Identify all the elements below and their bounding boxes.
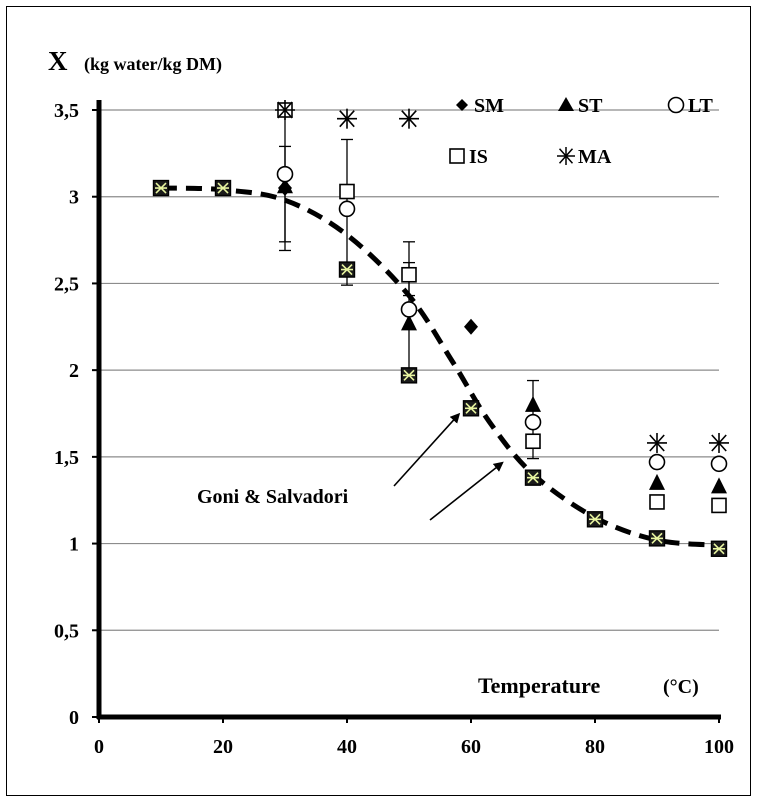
data-point-square-star <box>338 261 356 278</box>
fit-curve-layer <box>160 185 720 548</box>
legend-label: MA <box>578 146 612 168</box>
legend-item: LT <box>667 95 714 117</box>
data-point-square-star <box>648 530 666 547</box>
legend-marker-square <box>449 148 465 164</box>
data-point-square <box>711 497 727 514</box>
data-point-star <box>337 108 357 129</box>
y-tick-label: 1,5 <box>54 447 79 469</box>
y-axis-unit: (kg water/kg DM) <box>84 54 222 75</box>
legend-label: SM <box>474 95 504 117</box>
data-point-star <box>399 108 419 129</box>
data-point-square-star <box>710 540 728 557</box>
axes <box>92 100 721 723</box>
data-point-triangle <box>277 177 293 194</box>
y-tick-label: 0 <box>69 707 79 729</box>
data-point-triangle <box>649 473 665 490</box>
data-point-square <box>649 494 665 510</box>
data-point-triangle <box>711 477 727 494</box>
y-tick-label: 2,5 <box>54 273 79 295</box>
data-point-circle <box>276 165 294 183</box>
legend-label: LT <box>688 95 714 117</box>
data-point-star <box>275 100 295 120</box>
data-point-square-star <box>462 400 480 417</box>
y-tick-label: 1 <box>69 534 79 556</box>
data-point-square-star <box>214 179 232 197</box>
data-point-triangle <box>525 395 541 412</box>
legend-item: ST <box>558 95 603 117</box>
y-tick-label: 2 <box>69 360 79 382</box>
data-point-circle <box>710 455 728 473</box>
legend-label: IS <box>469 146 488 168</box>
data-point-triangle <box>401 314 417 331</box>
x-tick-label: 100 <box>704 736 734 758</box>
data-point-circle <box>524 413 542 431</box>
data-point-circle <box>400 301 418 318</box>
legend-marker-triangle <box>558 97 574 111</box>
data-point-square-star <box>152 179 170 197</box>
data-point-square-star <box>586 511 604 528</box>
chart-frame <box>6 6 751 796</box>
data-point-square <box>401 266 417 283</box>
data-point-square-star <box>400 367 418 384</box>
tick-labels: 0 0,5 1 1,5 2 2,5 3 3,5 0 20 40 60 80 100 <box>54 100 734 758</box>
x-tick-label: 60 <box>461 736 481 758</box>
data-point-diamond <box>464 318 478 335</box>
x-tick-label: 40 <box>337 736 357 758</box>
annotation-label: Goni & Salvadori <box>197 486 349 508</box>
error-bars-layer <box>279 109 539 460</box>
legend-item: SM <box>456 95 504 117</box>
legend-marker-star <box>557 147 575 165</box>
y-tick-label: 3 <box>69 187 79 209</box>
x-axis-label: Temperature <box>478 673 600 698</box>
data-point-circle <box>338 200 356 218</box>
legend-marker-diamond <box>456 99 468 111</box>
data-point-star <box>709 432 729 453</box>
y-axis-symbol: X <box>48 46 68 76</box>
goni-salvadori-fit-curve <box>160 185 720 548</box>
x-tick-label: 0 <box>94 736 104 758</box>
x-tick-label: 20 <box>213 736 233 758</box>
annotation-arrow <box>429 461 504 521</box>
data-markers-layer <box>152 100 729 557</box>
legend-marker-circle <box>667 96 685 114</box>
y-tick-label: 3,5 <box>54 100 79 122</box>
legend-item: IS <box>449 146 488 168</box>
legend: SM ST LT IS MA <box>449 95 714 168</box>
y-tick-label: 0,5 <box>54 620 79 642</box>
x-axis-unit: (°C) <box>663 676 699 698</box>
x-tick-label: 80 <box>585 736 605 758</box>
annotation-arrows <box>393 412 504 521</box>
data-point-square <box>525 433 541 450</box>
legend-label: ST <box>578 95 603 117</box>
data-point-square-star <box>524 469 542 486</box>
legend-item: MA <box>557 146 612 168</box>
data-point-star <box>647 432 667 453</box>
data-point-square <box>339 183 355 200</box>
annotation-arrow <box>393 412 461 487</box>
data-point-circle <box>648 453 666 471</box>
